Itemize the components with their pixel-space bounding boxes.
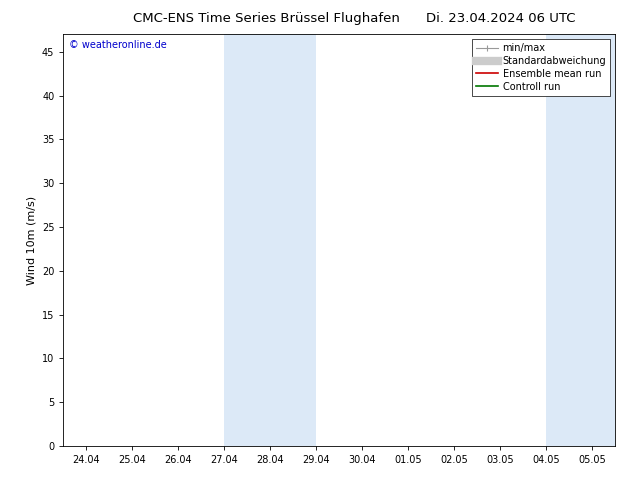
Y-axis label: Wind 10m (m/s): Wind 10m (m/s) [27, 196, 36, 285]
Text: Di. 23.04.2024 06 UTC: Di. 23.04.2024 06 UTC [426, 12, 576, 25]
Bar [546, 34, 615, 446]
Text: © weatheronline.de: © weatheronline.de [69, 41, 167, 50]
Text: CMC-ENS Time Series Brüssel Flughafen: CMC-ENS Time Series Brüssel Flughafen [133, 12, 399, 25]
Bar [224, 34, 316, 446]
Legend: min/max, Standardabweichung, Ensemble mean run, Controll run: min/max, Standardabweichung, Ensemble me… [472, 39, 610, 96]
